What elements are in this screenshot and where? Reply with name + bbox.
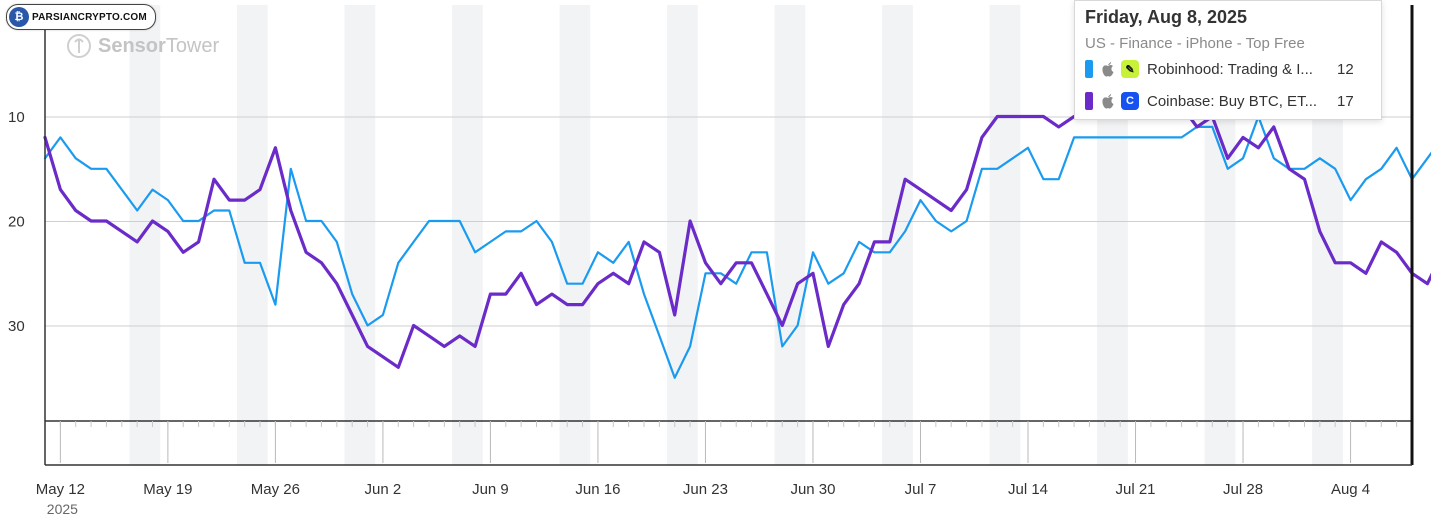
weekend-band: [559, 5, 591, 465]
weekend-band: [344, 5, 376, 465]
tooltip-rank-value: 12: [1337, 60, 1354, 78]
x-tick-label: Jul 28: [1223, 481, 1263, 498]
y-tick-label: 10: [8, 109, 25, 126]
weekend-band: [129, 5, 161, 465]
data-tooltip: Friday, Aug 8, 2025 US - Finance - iPhon…: [1074, 0, 1382, 120]
x-axis-tick-labels: May 12 2025 May 19 May 26 Jun 2 Jun 9 Jun 16 Ju…: [36, 481, 1370, 517]
x-axis: [44, 5, 1414, 466]
weekend-band: [774, 5, 806, 465]
y-tick-label: 30: [8, 318, 25, 335]
x-tick-label: Aug 4: [1331, 481, 1370, 498]
brand-logo: SensorTower: [66, 33, 219, 59]
x-tick-label: May 19: [143, 481, 192, 498]
tooltip-row-coinbase: C Coinbase: Buy BTC, ET... 17: [1085, 86, 1371, 116]
robinhood-feather-icon: ✎: [1121, 60, 1139, 78]
weekend-band: [667, 5, 698, 465]
weekend-band: [882, 5, 913, 465]
x-tick-label: Jul 14: [1008, 481, 1048, 498]
series-swatch: [1085, 92, 1093, 110]
x-tick-label: Jun 30: [790, 481, 835, 498]
watermark-badge: ₿ PARSIANCRYPTO.COM: [6, 4, 156, 30]
y-tick-label: 20: [8, 214, 25, 231]
brand-name-bold: Sensor: [98, 34, 166, 57]
series-line-coinbase: [43, 104, 1431, 369]
x-tick-label: Jun 23: [683, 481, 728, 498]
x-tick-label: Jun 9: [472, 481, 509, 498]
tooltip-app-name: Robinhood: Trading & I...: [1147, 60, 1313, 78]
weekend-band: [236, 5, 268, 465]
coinbase-c-icon: C: [1121, 92, 1139, 110]
apple-icon: [1102, 62, 1114, 77]
tooltip-app-name: Coinbase: Buy BTC, ET...: [1147, 92, 1318, 110]
x-tick-sublabel: 2025: [47, 501, 78, 517]
x-tick-label: Jul 21: [1116, 481, 1156, 498]
weekend-band: [989, 5, 1021, 465]
series-line-robinhood: [43, 115, 1431, 379]
bitcoin-icon: ₿: [9, 7, 29, 27]
series-swatch: [1085, 60, 1093, 78]
watermark-text: PARSIANCRYPTO.COM: [32, 11, 147, 23]
x-tick-label: Jun 2: [365, 481, 402, 498]
tooltip-rank-value: 17: [1337, 92, 1354, 110]
y-axis-tick-labels: 10 20 30: [8, 109, 25, 335]
weekend-bands: [129, 5, 1343, 465]
apple-icon: [1102, 94, 1114, 109]
tooltip-row-robinhood: ✎ Robinhood: Trading & I... 12: [1085, 54, 1371, 84]
x-tick-label: May 26: [251, 481, 300, 498]
sensortower-logo-icon: [67, 34, 91, 58]
tooltip-subtitle: US - Finance - iPhone - Top Free: [1085, 35, 1305, 52]
series-lines: [43, 104, 1431, 379]
brand-name-light: Tower: [165, 34, 220, 57]
x-tick-label: May 12: [36, 481, 85, 498]
x-tick-label: Jun 16: [575, 481, 620, 498]
tooltip-date: Friday, Aug 8, 2025: [1085, 7, 1248, 27]
x-tick-label: Jul 7: [905, 481, 937, 498]
